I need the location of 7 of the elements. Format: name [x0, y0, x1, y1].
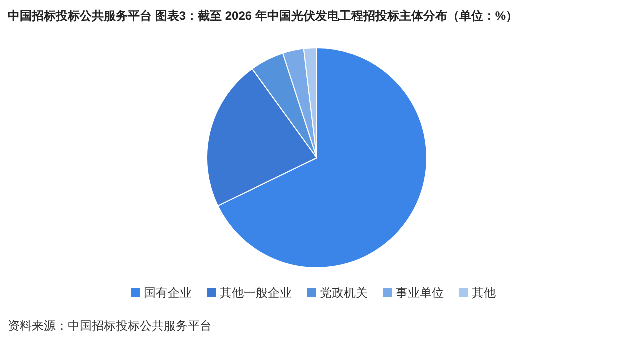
- legend-label: 其他: [472, 286, 496, 300]
- legend-label: 国有企业: [144, 286, 192, 300]
- chart-title: 中国招标投标公共服务平台 图表3：截至 2026 年中国光伏发电工程招投标主体分布（单位：%）: [8, 9, 518, 23]
- legend-label: 事业单位: [396, 286, 444, 300]
- legend-label: 其他一般企业: [220, 286, 292, 300]
- legend-label: 党政机关: [320, 286, 368, 300]
- text: 资料来源：中国招标投标公共服务平台: [8, 319, 212, 333]
